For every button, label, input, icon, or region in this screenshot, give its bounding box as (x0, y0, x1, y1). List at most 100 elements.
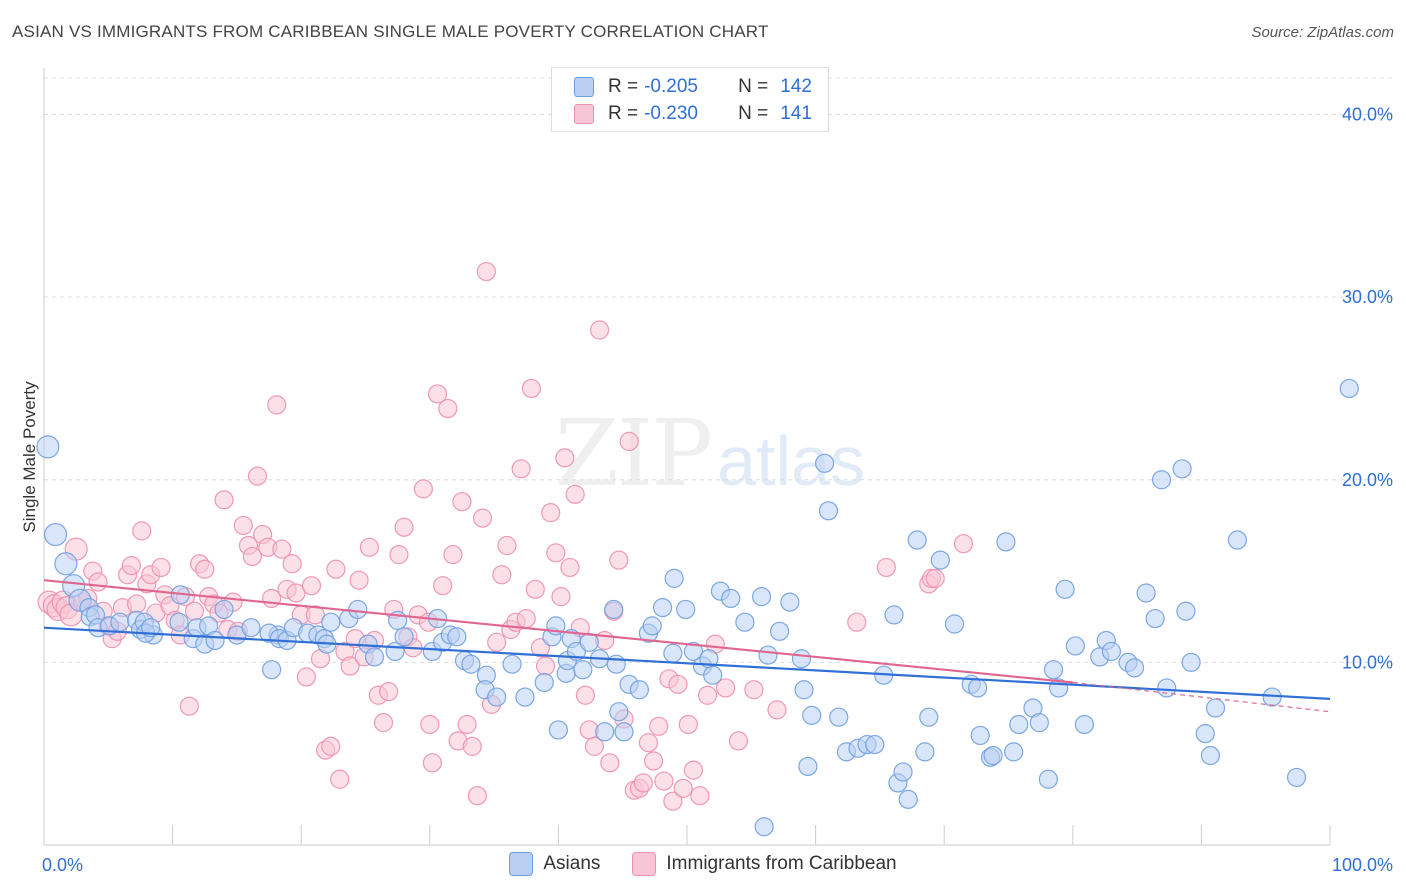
caribbean-point (301, 576, 322, 596)
legend-label-caribbean: Immigrants from Caribbean (666, 853, 897, 874)
asians-point (1009, 714, 1029, 735)
asians-point (996, 532, 1016, 552)
y-axis-title: Single Male Poverty (20, 381, 39, 533)
caribbean-point (422, 753, 442, 773)
asians-point (865, 734, 885, 755)
asians-point (1176, 601, 1196, 621)
asians-point (364, 647, 385, 667)
caribbean-point (438, 398, 458, 419)
asians-point (893, 762, 913, 782)
caribbean-point (600, 753, 620, 773)
caribbean-point (619, 431, 639, 452)
caribbean-point (541, 503, 561, 523)
asians-point (447, 627, 467, 647)
caribbean-point (286, 583, 306, 603)
caribbean-point (321, 736, 341, 756)
grid-lines (44, 77, 1395, 663)
asians-points (36, 378, 1359, 837)
caribbean-point (535, 656, 556, 676)
asians-point (794, 680, 814, 700)
legend-n-label: N = (738, 103, 769, 124)
caribbean-point (525, 579, 545, 599)
legend-item-asians: Asians (509, 852, 600, 876)
caribbean-point (953, 534, 974, 554)
asians-point (769, 621, 790, 641)
caribbean-trend-extension (1072, 681, 1331, 713)
asians-point (1227, 530, 1248, 550)
asians-point (579, 632, 599, 652)
legend-n-value: 142 (780, 76, 812, 97)
y-tick-label: 10.0% (1342, 652, 1393, 672)
caribbean-point (267, 395, 287, 415)
asians-point (1065, 636, 1085, 656)
caribbean-points (37, 261, 974, 811)
asians-point (652, 597, 673, 618)
asians-point (595, 722, 615, 742)
asians-point (461, 654, 481, 674)
asians-point (502, 654, 522, 674)
legend-r-value: -0.230 (644, 103, 698, 124)
asians-point (43, 522, 68, 547)
asians-point (884, 605, 904, 625)
caribbean-point (126, 594, 147, 614)
legend-n-label: N = (738, 76, 769, 97)
caribbean-point (521, 378, 541, 399)
caribbean-point (715, 678, 736, 698)
caribbean-point (305, 605, 325, 625)
caribbean-point (132, 521, 152, 541)
caribbean-trend-line (43, 579, 1073, 684)
caribbean-point (638, 733, 659, 753)
asians-point (1124, 658, 1145, 678)
asians-point (703, 665, 723, 685)
legend-swatch-asians (509, 852, 534, 876)
caribbean-point (195, 559, 215, 579)
asians-point (758, 645, 778, 665)
asians-trend-line (43, 626, 1331, 701)
caribbean-point (487, 632, 507, 652)
asians-point (394, 627, 414, 647)
asians-point (898, 789, 918, 809)
caribbean-point (443, 545, 463, 565)
asians-point (919, 707, 939, 727)
asians-point (1339, 378, 1359, 399)
caribbean-point (555, 448, 575, 468)
caribbean-point (546, 543, 566, 563)
asians-point (241, 618, 261, 638)
caribbean-point (296, 667, 316, 687)
asians-point (1205, 698, 1226, 718)
asians-point (968, 678, 988, 698)
asians-point (262, 660, 282, 680)
caribbean-point (433, 576, 453, 596)
asians-point (1145, 608, 1165, 629)
caribbean-point (649, 716, 669, 736)
caribbean-point (282, 554, 302, 574)
caribbean-point (394, 517, 414, 537)
caribbean-point (340, 656, 360, 676)
caribbean-point (565, 484, 585, 504)
asians-point (1004, 742, 1024, 762)
caribbean-point (88, 572, 108, 592)
caribbean-point (609, 550, 629, 570)
asians-point (110, 612, 130, 632)
chart-title: ASIAN VS IMMIGRANTS FROM CARIBBEAN SINGL… (12, 22, 769, 41)
caribbean-point (330, 769, 350, 789)
caribbean-point (847, 612, 867, 632)
caribbean-point (184, 601, 205, 621)
caribbean-point (379, 681, 399, 702)
caribbean-point (584, 736, 605, 756)
asians-point (548, 720, 569, 740)
asians-point (1029, 713, 1049, 733)
caribbean-point (589, 320, 610, 340)
asians-point (791, 649, 812, 669)
x-tick-label-max: 100.0% (1332, 855, 1393, 875)
trend-lines (43, 579, 1331, 713)
caribbean-point (242, 546, 262, 567)
asians-point (1195, 724, 1215, 744)
caribbean-point (247, 466, 268, 486)
asians-point (1157, 678, 1177, 698)
asians-point (663, 643, 683, 663)
asians-point (970, 725, 990, 746)
legend-swatch-asians (574, 77, 594, 97)
y-tick-label: 40.0% (1342, 105, 1393, 125)
legend-label-asians: Asians (543, 853, 601, 874)
